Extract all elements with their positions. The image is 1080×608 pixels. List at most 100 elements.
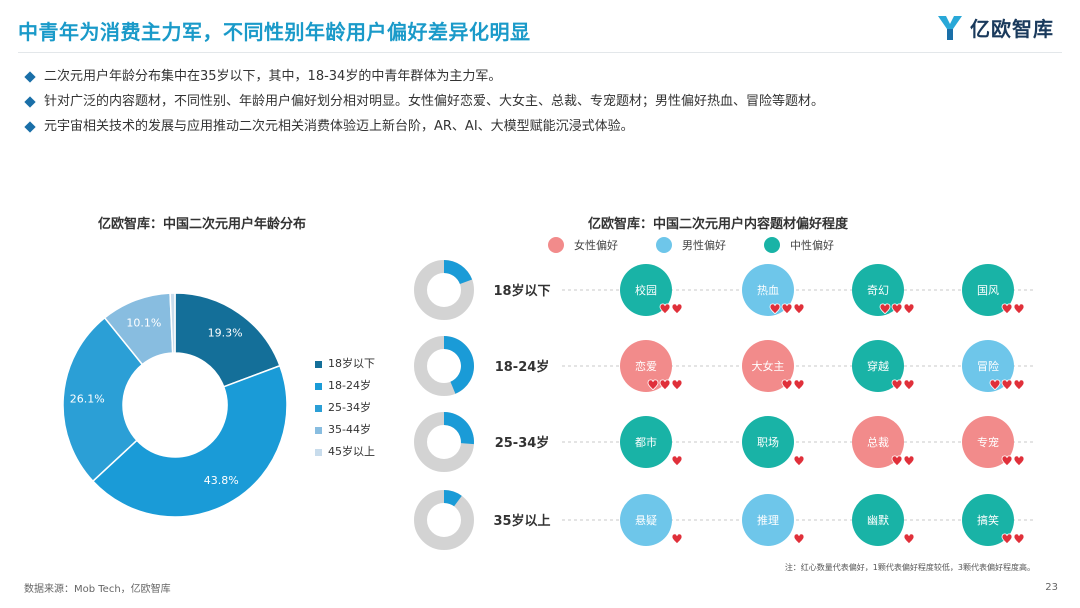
age-ring-share [444, 412, 474, 445]
age-row-label: 25-34岁 [495, 435, 550, 451]
topic-bubble [742, 264, 794, 316]
heart-icon [891, 303, 903, 315]
heart-icon [793, 303, 805, 315]
donut-slice-2 [91, 364, 288, 518]
topic-label: 奇幻 [867, 284, 889, 297]
legend-swatch [315, 360, 322, 368]
topic-label: 国风 [977, 284, 999, 297]
topic-bubble [742, 340, 794, 392]
heart-icon [879, 303, 891, 315]
topic-label: 推理 [757, 513, 779, 527]
heart-icon [891, 379, 903, 391]
age-ring-track [414, 260, 474, 320]
logo: 亿欧智库 [936, 12, 1054, 42]
topic-label: 恋爱 [635, 359, 657, 373]
donut-slice-3 [62, 316, 144, 483]
topic-label: 大女主 [752, 359, 785, 373]
heart-icon [903, 379, 915, 391]
topic-bubble [852, 494, 904, 546]
topic-label: 职场 [757, 435, 779, 449]
legend-label: 18-24岁 [328, 379, 371, 392]
topic-bubble [962, 264, 1014, 316]
legend-item: 25-34岁 [315, 397, 375, 419]
heart-icon [647, 379, 659, 391]
topic-bubble [620, 416, 672, 468]
heart-icon [891, 455, 903, 467]
heart-icon [671, 533, 683, 545]
diamond-bullet-icon [24, 120, 36, 133]
preference-legend-item: 女性偏好 [548, 237, 618, 253]
preference-legend: 女性偏好 男性偏好 中性偏好 [548, 237, 872, 253]
legend-item: 18岁以下 [315, 353, 375, 375]
topic-label: 幽默 [867, 514, 889, 527]
topic-label: 穿越 [867, 359, 889, 373]
preference-legend-item: 男性偏好 [656, 237, 726, 253]
heart-icon [671, 379, 683, 391]
topic-label: 专宠 [977, 435, 999, 449]
logo-text: 亿欧智库 [970, 16, 1054, 41]
preference-legend-label: 中性偏好 [790, 239, 834, 252]
logo-icon [938, 16, 962, 40]
bullet-item: 元宇宙相关技术的发展与应用推动二次元相关消费体验迈上新台阶，AR、AI、大模型赋… [22, 114, 1062, 139]
heart-icon [793, 379, 805, 391]
bullet-item: 针对广泛的内容题材，不同性别、年龄用户偏好划分相对明显。女性偏好恋爱、大女主、总… [22, 89, 1062, 114]
bullet-list: 二次元用户年龄分布集中在35岁以下，其中，18-34岁的中青年群体为主力军。 针… [22, 64, 1062, 139]
preference-legend-label: 男性偏好 [682, 239, 726, 252]
legend-swatch [315, 426, 322, 434]
bullet-item: 二次元用户年龄分布集中在35岁以下，其中，18-34岁的中青年群体为主力军。 [22, 64, 1062, 89]
bullet-text: 二次元用户年龄分布集中在35岁以下，其中，18-34岁的中青年群体为主力军。 [44, 69, 502, 84]
legend-swatch [315, 382, 322, 390]
legend-label: 35-44岁 [328, 423, 371, 436]
topic-bubble [620, 340, 672, 392]
bullet-text: 针对广泛的内容题材，不同性别、年龄用户偏好划分相对明显。女性偏好恋爱、大女主、总… [44, 94, 825, 109]
topic-label: 冒险 [977, 359, 999, 373]
heart-icon [1013, 303, 1025, 315]
title-divider [18, 52, 1062, 53]
age-ring-track [414, 336, 474, 396]
topic-bubble [852, 340, 904, 392]
donut-data-label: 19.3% [208, 327, 243, 340]
heart-icon [793, 455, 805, 467]
preference-legend-label: 女性偏好 [574, 239, 618, 252]
donut-data-label: 26.1% [70, 393, 105, 406]
preference-legend-item: 中性偏好 [764, 237, 834, 253]
topic-bubble [852, 264, 904, 316]
diamond-bullet-icon [24, 95, 36, 108]
topic-label: 总裁 [867, 435, 889, 449]
donut-slice-5 [169, 292, 176, 354]
donut-data-label: 10.1% [126, 317, 161, 330]
legend-label: 18岁以下 [328, 357, 375, 370]
heart-icon [659, 379, 671, 391]
legend-label: 45岁以上 [328, 445, 375, 458]
data-source: 数据来源：Mob Tech，亿欧智库 [24, 584, 171, 595]
preference-legend-dot [656, 237, 672, 253]
preference-legend-dot [548, 237, 564, 253]
heart-icon [793, 533, 805, 545]
topic-bubble [620, 264, 672, 316]
topic-label: 搞笑 [977, 513, 999, 527]
heart-icon [769, 303, 781, 315]
age-ring-share [444, 336, 475, 394]
heart-icon [1001, 533, 1013, 545]
preference-chart-title: 亿欧智库：中国二次元用户内容题材偏好程度 [588, 217, 849, 232]
footnote: 注：红心数量代表偏好，1颗代表偏好程度较低，3颗代表偏好程度高。 [784, 563, 1035, 572]
heart-icon [671, 303, 683, 315]
heart-icon [1013, 455, 1025, 467]
topic-label: 校园 [635, 283, 657, 297]
topic-bubble [962, 416, 1014, 468]
heart-icon [1001, 455, 1013, 467]
heart-icon [1001, 379, 1013, 391]
heart-icon [989, 379, 1001, 391]
heart-icon [659, 303, 671, 315]
age-ring-track [414, 490, 474, 550]
heart-icon [1013, 379, 1025, 391]
topic-bubble [742, 494, 794, 546]
topic-bubble [962, 340, 1014, 392]
age-donut-chart: 19.3% 43.8% 26.1% 10.1% [62, 292, 288, 518]
legend-swatch [315, 404, 322, 412]
age-ring-track [414, 412, 474, 472]
heart-icon [903, 303, 915, 315]
topic-bubble [852, 416, 904, 468]
legend-label: 25-34岁 [328, 401, 371, 414]
topic-label: 悬疑 [635, 514, 657, 527]
